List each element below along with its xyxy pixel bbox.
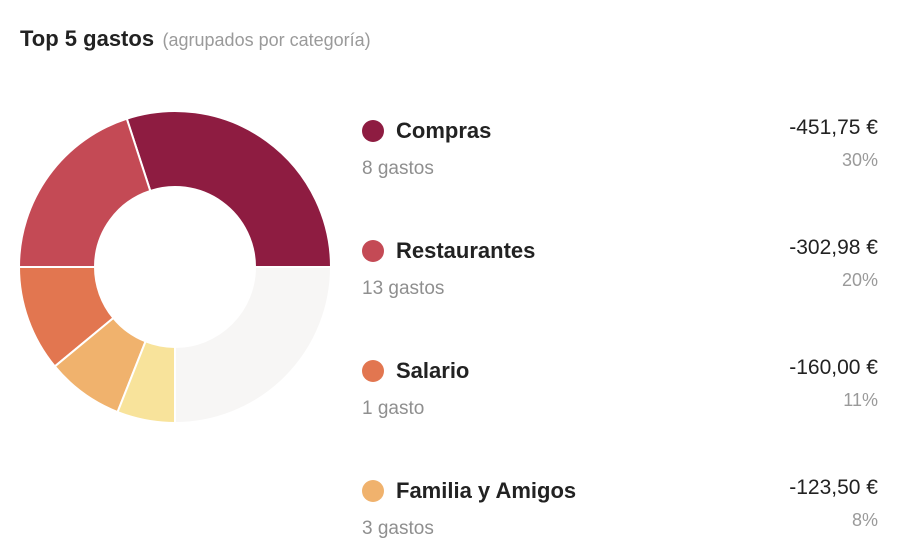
widget-title: Top 5 gastos (20, 26, 155, 51)
category-count: 3 gastos (362, 518, 434, 539)
category-name: Salario (396, 358, 470, 383)
category-name: Restaurantes (396, 238, 536, 263)
category-name: Familia y Amigos (396, 478, 577, 503)
donut-slice-1[interactable] (125, 110, 333, 268)
category-color-dot (362, 120, 384, 142)
category-color-dot (362, 360, 384, 382)
donut-slice-2[interactable] (17, 117, 152, 268)
expenses-donut-chart[interactable] (14, 106, 336, 428)
category-color-dot (362, 480, 384, 502)
category-item-compras[interactable]: Compras 8 gastos -451,75 € 30% (362, 114, 880, 194)
header: Top 5 gastos (agrupados por categoría) (20, 26, 371, 52)
category-item-salario[interactable]: Salario 1 gasto -160,00 € 11% (362, 354, 880, 434)
category-item-restaurantes[interactable]: Restaurantes 13 gastos -302,98 € 20% (362, 234, 880, 314)
category-percent: 20% (841, 270, 878, 290)
category-amount: -302,98 € (789, 236, 878, 259)
category-amount: -160,00 € (789, 356, 878, 379)
category-percent: 11% (843, 390, 878, 410)
category-percent: 8% (851, 510, 878, 530)
category-count: 13 gastos (362, 278, 445, 299)
category-color-dot (362, 240, 384, 262)
widget-subtitle: (agrupados por categoría) (162, 30, 371, 50)
category-item-familia-y-amigos[interactable]: Familia y Amigos 3 gastos -123,50 € 8% (362, 474, 880, 554)
category-count: 1 gasto (362, 398, 425, 419)
category-count: 8 gastos (362, 158, 434, 179)
category-name: Compras (396, 118, 492, 143)
category-percent: 30% (841, 150, 878, 170)
category-amount: -123,50 € (789, 476, 878, 499)
donut-slice-6[interactable] (174, 266, 333, 425)
category-amount: -451,75 € (789, 116, 878, 139)
